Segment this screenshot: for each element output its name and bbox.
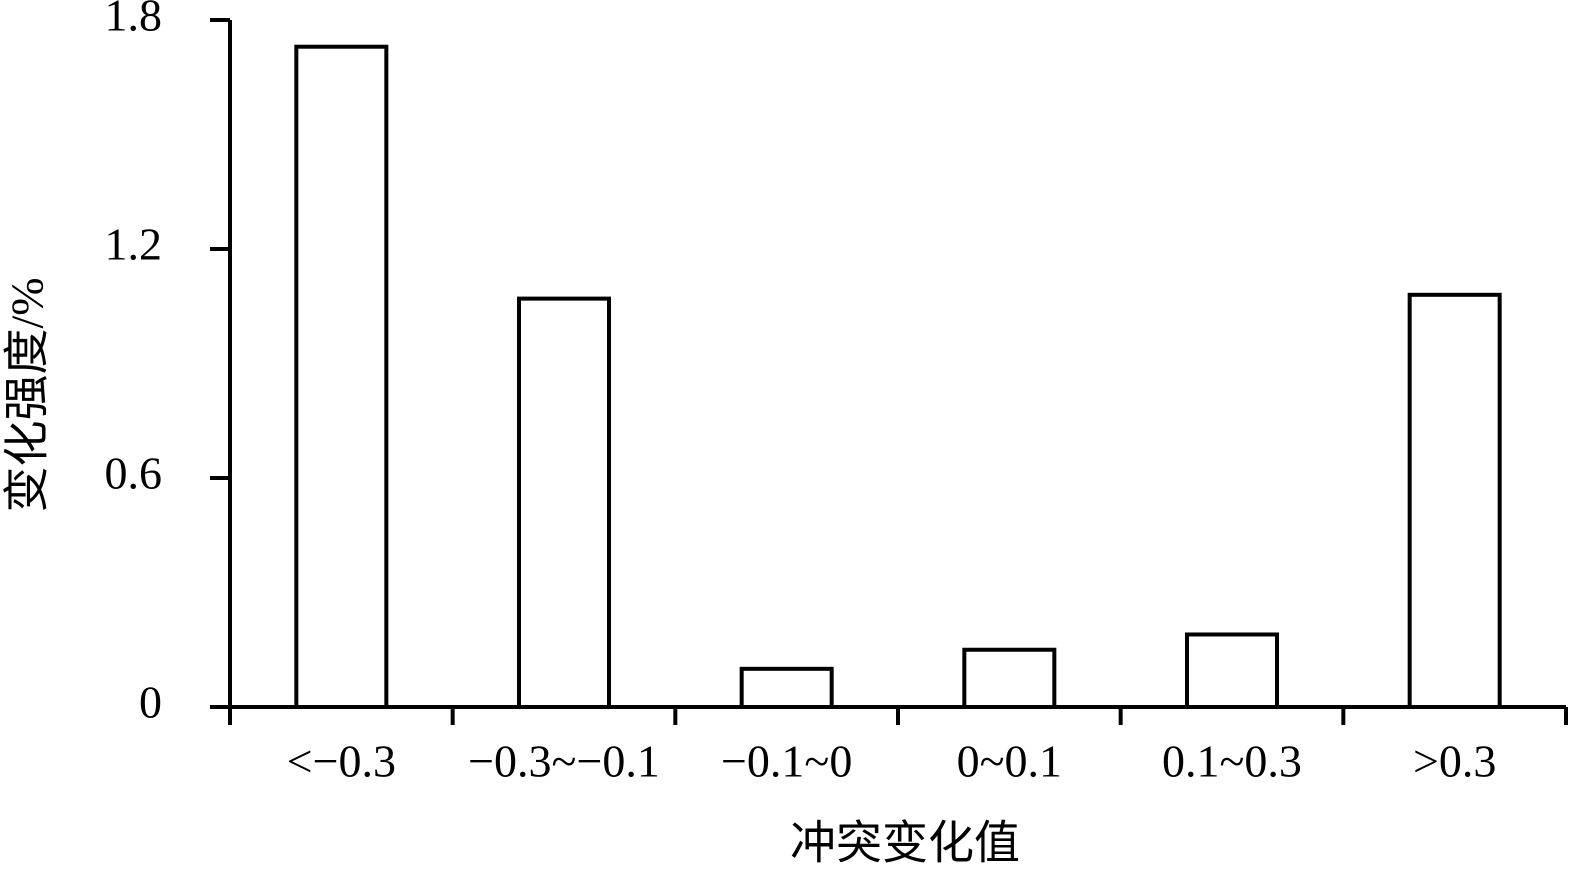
bar (294, 44, 389, 709)
bar (517, 296, 611, 709)
y-axis-label: 变化强度/% (2, 277, 53, 512)
y-tick-label: 1.8 (105, 0, 163, 41)
x-tick-label: −0.1~0 (721, 736, 852, 787)
y-tick-label: 1.2 (105, 219, 163, 270)
bar (739, 666, 834, 709)
x-tick-label: −0.3~−0.1 (468, 736, 660, 787)
bar (962, 647, 1057, 709)
bar (1407, 292, 1502, 709)
y-tick-label: 0 (139, 677, 162, 728)
bar (1185, 632, 1279, 710)
x-axis-label: 冲突变化值 (790, 818, 1020, 869)
x-tick-label: <−0.3 (287, 736, 396, 787)
x-tick-label: >0.3 (1413, 736, 1496, 787)
x-tick-label: 0.1~0.3 (1162, 736, 1302, 787)
x-tick-label: 0~0.1 (957, 736, 1062, 787)
y-tick-label: 0.6 (105, 448, 163, 499)
